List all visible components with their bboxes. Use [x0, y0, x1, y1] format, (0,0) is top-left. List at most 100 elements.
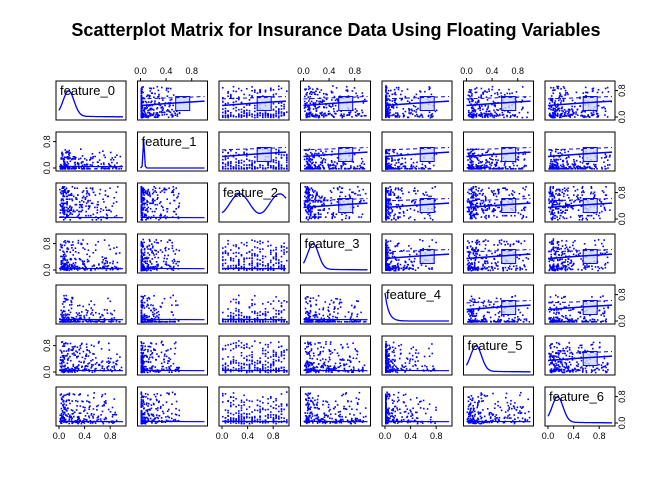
- point: [406, 100, 409, 102]
- point: [557, 208, 560, 210]
- point: [66, 167, 69, 170]
- point: [560, 113, 562, 115]
- point: [593, 113, 595, 116]
- point: [173, 188, 175, 191]
- point: [68, 269, 71, 272]
- point: [309, 212, 312, 214]
- point: [556, 216, 558, 218]
- point: [304, 88, 306, 91]
- point: [321, 164, 324, 167]
- point: [315, 216, 317, 218]
- point: [61, 255, 63, 258]
- point: [323, 100, 325, 102]
- point: [235, 245, 237, 248]
- point: [143, 113, 146, 116]
- point: [550, 106, 553, 109]
- point: [246, 244, 248, 247]
- point: [336, 110, 339, 112]
- point: [434, 210, 436, 213]
- point: [427, 213, 429, 216]
- point: [259, 90, 261, 92]
- point: [275, 255, 277, 258]
- point: [485, 199, 487, 202]
- point: [397, 199, 400, 202]
- point: [581, 191, 583, 194]
- point: [402, 108, 405, 110]
- point: [145, 101, 148, 104]
- point: [551, 219, 553, 221]
- point: [262, 255, 264, 257]
- point: [67, 190, 69, 192]
- point: [467, 99, 470, 101]
- point: [552, 209, 555, 211]
- point: [417, 210, 419, 213]
- point: [72, 244, 74, 246]
- point: [143, 214, 146, 217]
- point: [264, 112, 267, 114]
- point: [479, 161, 482, 163]
- point: [232, 97, 235, 100]
- point: [323, 198, 325, 200]
- point: [335, 165, 337, 167]
- point: [394, 99, 397, 102]
- point: [417, 107, 419, 110]
- point: [243, 115, 245, 117]
- smoother-line: [384, 151, 450, 158]
- point: [262, 264, 264, 267]
- point: [605, 156, 607, 158]
- point: [471, 188, 473, 191]
- point: [306, 192, 309, 195]
- point: [468, 192, 471, 195]
- point: [476, 166, 478, 168]
- point: [330, 113, 333, 116]
- point: [71, 247, 73, 249]
- point: [363, 114, 366, 117]
- point: [387, 213, 390, 216]
- point: [576, 188, 579, 191]
- point: [63, 158, 66, 160]
- point: [395, 86, 398, 89]
- point: [63, 213, 66, 216]
- point: [561, 212, 563, 214]
- point: [571, 109, 574, 111]
- point: [522, 216, 525, 218]
- point: [105, 217, 108, 220]
- point: [272, 95, 275, 98]
- panel-0-0: feature_0: [55, 80, 127, 121]
- point: [167, 110, 170, 112]
- point: [104, 156, 106, 159]
- point: [501, 168, 504, 170]
- point: [162, 109, 164, 111]
- point: [310, 91, 313, 93]
- point: [172, 186, 175, 188]
- point: [473, 116, 475, 118]
- point: [487, 107, 489, 109]
- point: [553, 199, 555, 202]
- point: [491, 103, 493, 106]
- point: [66, 202, 68, 205]
- point: [154, 92, 156, 95]
- point: [510, 192, 513, 195]
- point: [600, 157, 603, 159]
- point: [347, 167, 349, 170]
- point: [570, 202, 573, 205]
- point: [141, 203, 144, 206]
- point: [569, 165, 572, 168]
- point: [312, 161, 314, 164]
- point: [345, 89, 347, 92]
- point: [141, 100, 143, 103]
- point: [485, 114, 488, 116]
- point: [311, 162, 313, 165]
- point: [421, 116, 424, 118]
- point: [84, 265, 86, 268]
- point: [338, 186, 341, 188]
- point: [62, 187, 65, 189]
- point: [394, 115, 396, 117]
- point: [504, 165, 507, 168]
- points: [467, 85, 529, 119]
- point: [140, 102, 143, 105]
- point: [95, 219, 98, 221]
- point: [401, 162, 404, 165]
- point: [238, 247, 240, 250]
- point: [385, 201, 387, 203]
